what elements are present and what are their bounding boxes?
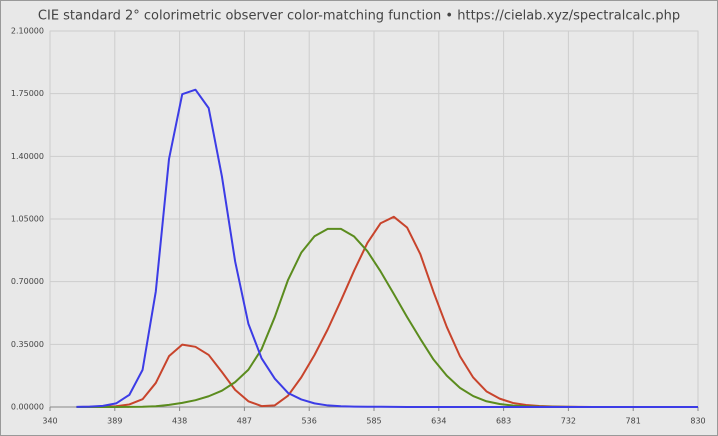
x-tick-label: 781 (626, 417, 641, 426)
chart-title: CIE standard 2° colorimetric observer co… (38, 9, 680, 24)
x-tick-label: 340 (42, 417, 57, 426)
y-tick-label: 0.70000 (11, 277, 44, 286)
y-tick-label: 2.10000 (11, 27, 44, 36)
x-tick-label: 585 (366, 417, 381, 426)
x-tick-label: 389 (107, 417, 122, 426)
y-tick-label: 0.00000 (11, 403, 44, 412)
x-tick-label: 683 (496, 417, 511, 426)
y-tick-label: 0.35000 (11, 340, 44, 349)
y-tick-label: 1.05000 (11, 215, 44, 224)
y-tick-label: 1.75000 (11, 89, 44, 98)
x-tick-label: 438 (172, 417, 187, 426)
x-tick-label: 732 (561, 417, 576, 426)
series-line (76, 88, 698, 408)
x-tick-label: 487 (237, 417, 252, 426)
x-tick-label: 634 (431, 417, 446, 426)
y-tick-label: 1.40000 (11, 152, 44, 161)
x-tick-label: 830 (690, 417, 705, 426)
x-tick-label: 536 (302, 417, 317, 426)
